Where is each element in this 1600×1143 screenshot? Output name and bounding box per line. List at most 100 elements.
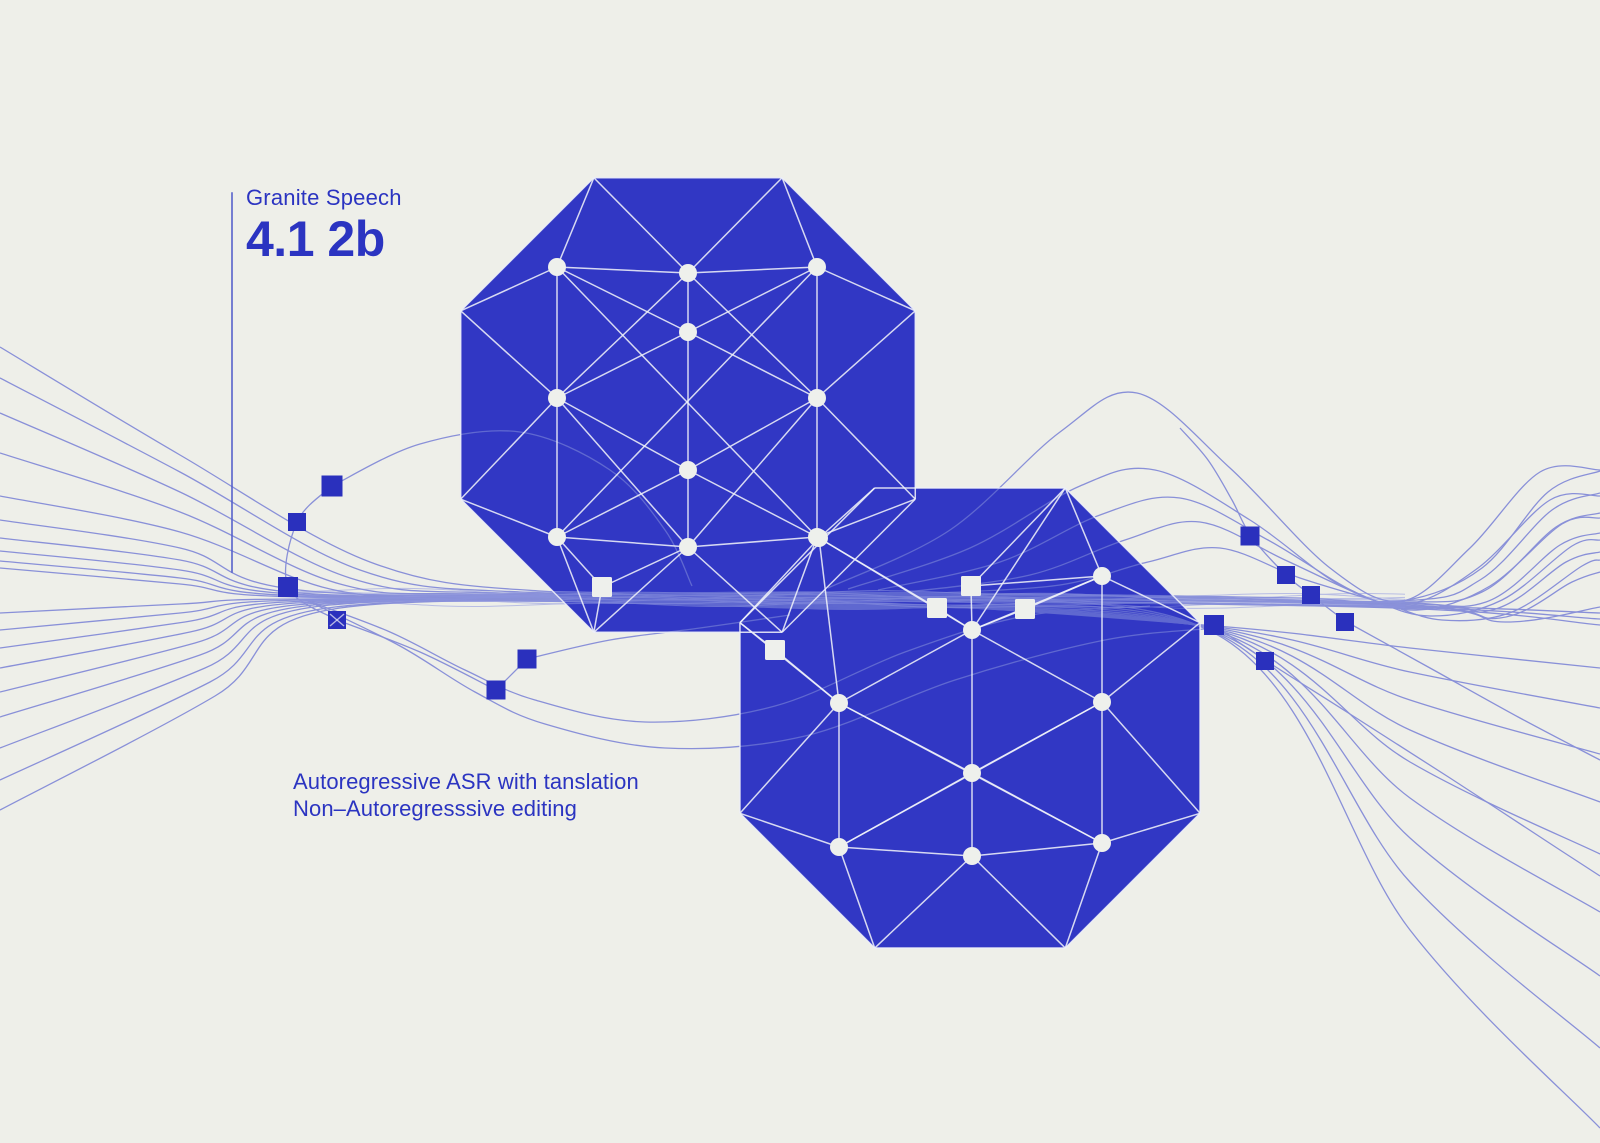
mesh-edge	[593, 177, 689, 274]
node-dot	[548, 528, 566, 546]
mesh-edge	[687, 536, 818, 548]
blue-square	[486, 680, 506, 700]
mesh-edge	[460, 310, 558, 399]
mesh-edge	[739, 702, 840, 814]
node-dot	[808, 389, 826, 407]
blue-square	[1256, 652, 1274, 670]
wave-line	[0, 412, 1600, 603]
node-dot	[679, 538, 697, 556]
mesh-edge	[460, 498, 595, 633]
mesh-edge	[781, 498, 916, 633]
mesh-edge	[687, 266, 818, 333]
node-dot	[679, 323, 697, 341]
node-dot	[1093, 834, 1111, 852]
node-dot	[548, 258, 566, 276]
mesh-edge	[687, 177, 783, 274]
mesh-edge	[556, 536, 595, 633]
mesh-edge	[781, 177, 916, 312]
node-dot	[963, 621, 981, 639]
wave-line	[877, 496, 1600, 611]
wave-line	[907, 520, 1600, 617]
wave-line	[336, 619, 497, 691]
mesh-edge	[1064, 812, 1201, 949]
mesh-edge	[739, 537, 820, 624]
mesh-edge	[556, 536, 689, 548]
caption-block: Autoregressive ASR with tanslation Non–A…	[293, 768, 639, 823]
wave-line	[284, 485, 338, 621]
mesh-edge	[593, 546, 689, 633]
mesh-edge	[781, 536, 818, 633]
title-block: Granite Speech 4.1 2b	[246, 185, 402, 268]
mesh-edge	[687, 331, 818, 399]
mesh-edge	[1101, 701, 1201, 814]
mesh-edge	[687, 397, 818, 471]
mesh-edge	[739, 812, 840, 848]
node-dot	[548, 389, 566, 407]
bundle-strand	[294, 596, 1406, 608]
wave-line	[0, 599, 1600, 913]
wave-line	[331, 430, 693, 587]
blue-square	[1336, 613, 1354, 631]
mesh-edge	[460, 397, 558, 500]
blue-square	[1302, 586, 1320, 604]
mesh-edge	[1064, 487, 1103, 577]
white-square	[927, 598, 947, 618]
bundle-strand	[294, 599, 1406, 608]
product-version: 4.1 2b	[246, 211, 385, 268]
wave-line	[0, 599, 1600, 855]
wave-line	[304, 599, 1151, 723]
mesh-edge	[818, 487, 876, 539]
mesh-edge	[556, 266, 818, 538]
node-dot	[679, 264, 697, 282]
wave-line	[0, 599, 1600, 977]
mesh-edge	[739, 487, 876, 624]
mesh-edge	[1101, 622, 1201, 703]
wave-line	[0, 377, 1600, 603]
wave-bundle	[294, 587, 1406, 609]
mesh-edge	[687, 266, 818, 274]
mesh-edge	[687, 469, 818, 538]
blue-squares	[278, 475, 1354, 700]
mesh-edge	[971, 575, 1103, 631]
asr-network-octagon-mesh	[459, 176, 917, 634]
mesh-edge	[818, 537, 840, 704]
wave-line	[847, 467, 1600, 606]
editing-network-octagon-mesh	[739, 487, 1201, 949]
mesh-edge	[556, 397, 689, 471]
mesh-edge	[687, 397, 818, 548]
node-dot	[808, 258, 826, 276]
mesh-edge	[687, 546, 783, 633]
mesh-edge	[601, 546, 689, 588]
wave-line	[827, 391, 1600, 603]
mesh-edge	[1064, 487, 1201, 624]
blue-square	[517, 649, 537, 669]
blue-square	[278, 577, 298, 597]
mesh-edge	[816, 310, 916, 399]
square-x-mark	[329, 613, 345, 627]
white-square	[592, 577, 612, 597]
node-dot	[1093, 567, 1111, 585]
white-square	[1015, 599, 1035, 619]
mesh-edge	[971, 487, 1066, 631]
asr-network-octagon-nodes	[548, 258, 826, 597]
wave-line	[1344, 620, 1600, 761]
blue-square	[1204, 615, 1224, 635]
mesh-edge	[1064, 842, 1103, 949]
mesh-edge	[816, 498, 916, 538]
mesh-edge	[970, 487, 1066, 587]
mesh-edge	[556, 177, 595, 268]
mesh-edge	[971, 855, 1066, 949]
wave-line	[0, 600, 1600, 1049]
wave-line	[937, 546, 1600, 622]
mesh-edge	[774, 649, 840, 704]
blue-square	[321, 475, 343, 497]
node-dot	[830, 694, 848, 712]
node-dot	[810, 529, 828, 547]
mesh-edge	[460, 177, 595, 312]
mesh-edge	[816, 266, 916, 312]
wave-line	[526, 614, 791, 660]
mesh-edge	[971, 842, 1103, 857]
mesh-edge	[838, 846, 973, 857]
